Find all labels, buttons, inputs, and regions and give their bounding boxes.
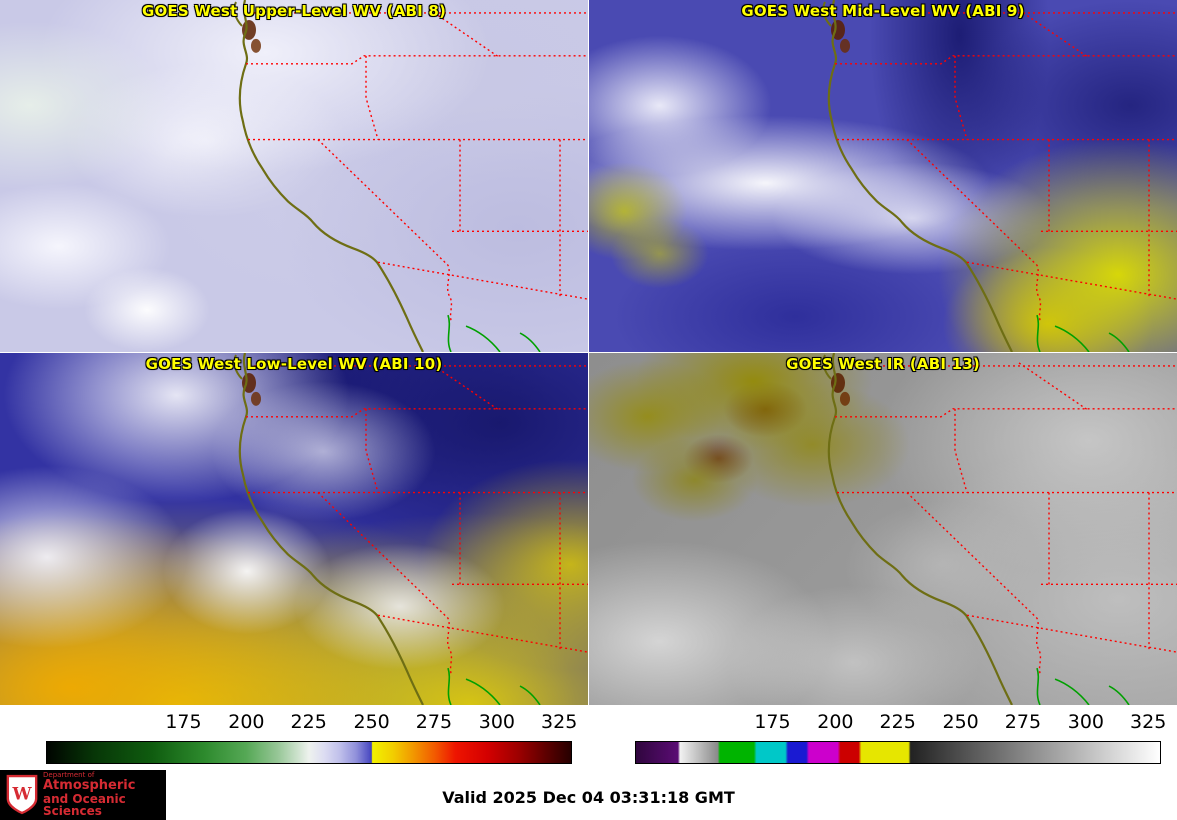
map-overlay-icon xyxy=(0,0,588,352)
panel-title-abi13: GOES West IR (ABI 13) xyxy=(786,355,980,373)
tick-label: 200 xyxy=(817,711,854,733)
svg-text:W: W xyxy=(11,785,32,805)
satellite-panel-abi13: GOES West IR (ABI 13) xyxy=(589,353,1177,705)
tick-label: 175 xyxy=(165,711,202,733)
map-overlay-icon xyxy=(589,0,1177,352)
satellite-panel-abi9: GOES West Mid-Level WV (ABI 9) xyxy=(589,0,1177,352)
panel-title-abi10: GOES West Low-Level WV (ABI 10) xyxy=(145,355,443,373)
logo-line2: and Oceanic Sciences xyxy=(43,791,126,819)
tick-label: 275 xyxy=(415,711,453,733)
satellite-panel-abi8: GOES West Upper-Level WV (ABI 8) xyxy=(0,0,588,352)
ir-colorbar: 175 200 225 250 275 300 325 xyxy=(589,705,1177,770)
tick-label: 275 xyxy=(1004,711,1042,733)
ir-colorbar-ticks: 175 200 225 250 275 300 325 xyxy=(589,711,1177,737)
logo-dept-line: Department of xyxy=(43,770,95,779)
map-overlay-icon xyxy=(0,353,588,705)
panel-title-abi8: GOES West Upper-Level WV (ABI 8) xyxy=(141,2,447,20)
aos-logo-text: Department of Atmospheric and Oceanic Sc… xyxy=(43,770,166,819)
tick-label: 250 xyxy=(353,711,390,733)
tick-label: 250 xyxy=(942,711,979,733)
colorbar-section: 175 200 225 250 275 300 325 175 200 225 … xyxy=(0,705,1177,770)
uw-crest-icon: W xyxy=(6,774,38,815)
wv-colorbar-ticks: 175 200 225 250 275 300 325 xyxy=(0,711,588,737)
wv-colorbar: 175 200 225 250 275 300 325 xyxy=(0,705,588,770)
valid-time: Valid 2025 Dec 04 03:31:18 GMT xyxy=(442,788,735,807)
tick-label: 200 xyxy=(228,711,265,733)
tick-label: 175 xyxy=(754,711,791,733)
map-overlay-icon xyxy=(589,353,1177,705)
wv-colorbar-strip xyxy=(46,741,572,764)
tick-label: 300 xyxy=(478,711,515,733)
tick-label: 225 xyxy=(290,711,327,733)
ir-colorbar-strip xyxy=(635,741,1161,764)
aos-logo: W Department of Atmospheric and Oceanic … xyxy=(0,770,166,820)
quad-panel-grid: GOES West Upper-Level WV (ABI 8) GOES We… xyxy=(0,0,1177,705)
satellite-panel-abi10: GOES West Low-Level WV (ABI 10) xyxy=(0,353,588,705)
tick-label: 325 xyxy=(541,711,578,733)
tick-label: 325 xyxy=(1130,711,1167,733)
footer: W Department of Atmospheric and Oceanic … xyxy=(0,770,1177,820)
logo-line1: Atmospheric xyxy=(43,778,136,794)
panel-title-abi9: GOES West Mid-Level WV (ABI 9) xyxy=(741,2,1025,20)
tick-label: 300 xyxy=(1067,711,1104,733)
tick-label: 225 xyxy=(879,711,916,733)
